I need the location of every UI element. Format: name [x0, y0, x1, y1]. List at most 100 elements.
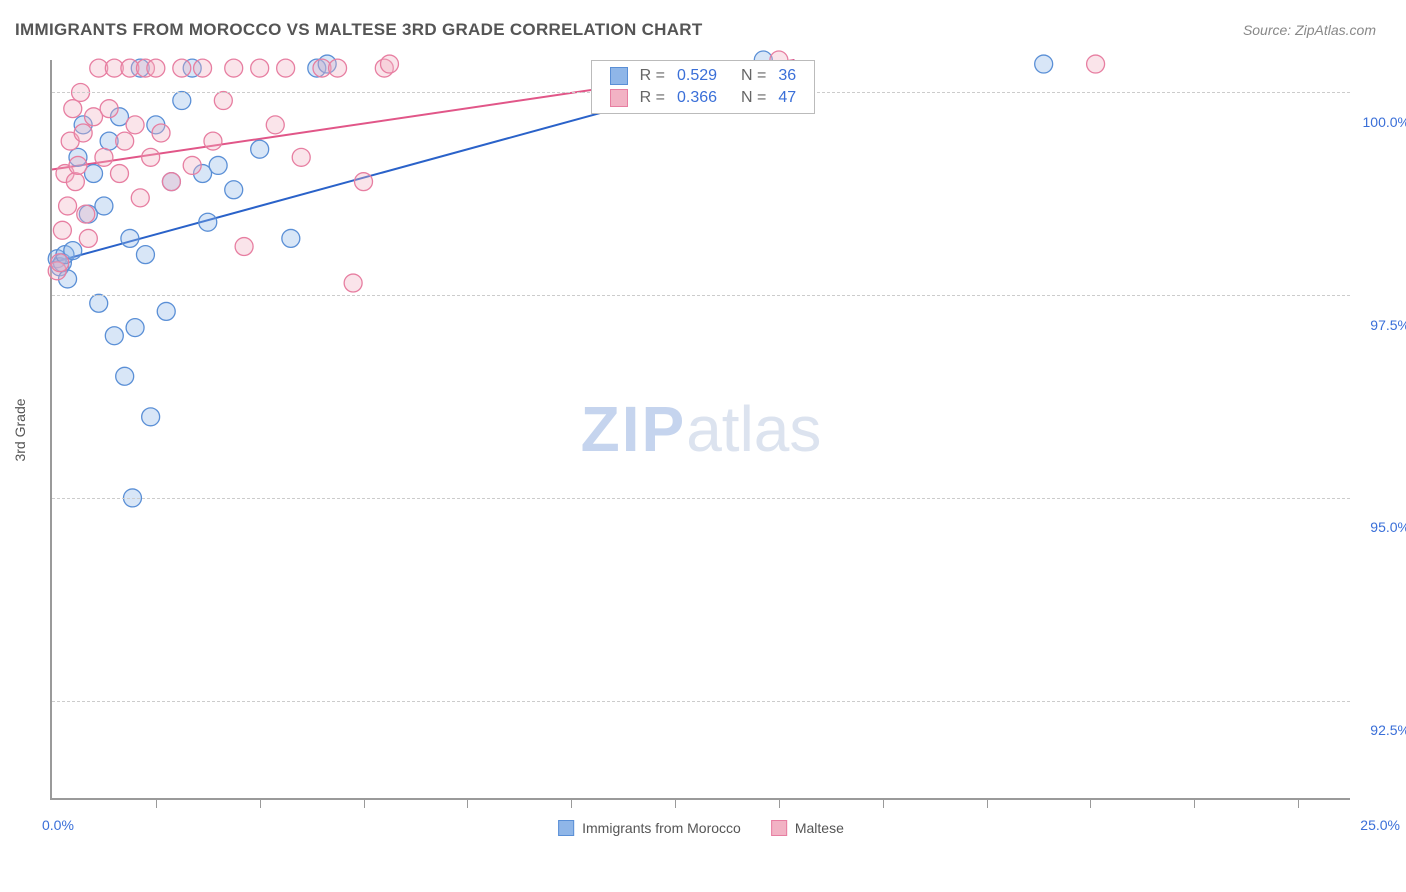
data-point — [74, 124, 92, 142]
data-point — [344, 274, 362, 292]
x-tick — [1090, 798, 1091, 808]
data-point — [355, 173, 373, 191]
data-point — [126, 116, 144, 134]
x-tick — [571, 798, 572, 808]
x-tick — [467, 798, 468, 808]
data-point — [225, 59, 243, 77]
legend-swatch-icon — [558, 820, 574, 836]
x-tick — [987, 798, 988, 808]
data-point — [53, 221, 71, 239]
data-point — [251, 140, 269, 158]
data-point — [292, 148, 310, 166]
y-tick-label: 95.0% — [1370, 519, 1406, 535]
x-tick — [260, 798, 261, 808]
data-point — [380, 55, 398, 73]
y-tick-label: 100.0% — [1363, 114, 1406, 130]
data-point — [209, 156, 227, 174]
data-point — [90, 294, 108, 312]
x-axis-min-label: 0.0% — [42, 817, 74, 833]
source-name: ZipAtlas.com — [1295, 22, 1376, 38]
data-point — [69, 156, 87, 174]
chart-title: IMMIGRANTS FROM MOROCCO VS MALTESE 3RD G… — [15, 20, 703, 40]
x-tick — [675, 798, 676, 808]
data-point — [251, 59, 269, 77]
data-point — [214, 92, 232, 110]
data-point — [111, 165, 129, 183]
data-point — [204, 132, 222, 150]
legend-item: Maltese — [771, 820, 844, 836]
data-point — [282, 229, 300, 247]
data-point — [77, 205, 95, 223]
data-point — [277, 59, 295, 77]
data-point — [59, 197, 77, 215]
gridline — [52, 295, 1350, 296]
data-point — [1035, 55, 1053, 73]
x-tick — [1298, 798, 1299, 808]
stats-swatch-icon — [610, 67, 628, 85]
data-point — [116, 132, 134, 150]
x-tick — [883, 798, 884, 808]
stats-row: R = 0.366 N = 47 — [610, 89, 797, 107]
stats-r-label: R = — [640, 89, 665, 107]
x-tick — [364, 798, 365, 808]
data-point — [194, 59, 212, 77]
scatter-svg — [52, 60, 1350, 798]
data-point — [266, 116, 284, 134]
data-point — [235, 238, 253, 256]
chart-legend: Immigrants from Morocco Maltese — [558, 820, 844, 836]
x-tick — [1194, 798, 1195, 808]
data-point — [147, 59, 165, 77]
gridline — [52, 498, 1350, 499]
y-tick-label: 92.5% — [1370, 722, 1406, 738]
y-tick-label: 97.5% — [1370, 317, 1406, 333]
data-point — [225, 181, 243, 199]
stats-n-label: N = — [741, 89, 766, 107]
chart-header: IMMIGRANTS FROM MOROCCO VS MALTESE 3RD G… — [0, 0, 1406, 50]
data-point — [142, 148, 160, 166]
data-point — [329, 59, 347, 77]
data-point — [121, 229, 139, 247]
x-axis-max-label: 25.0% — [1360, 817, 1400, 833]
chart-source: Source: ZipAtlas.com — [1243, 22, 1376, 38]
stats-r-value: 0.529 — [677, 67, 717, 85]
data-point — [1087, 55, 1105, 73]
x-tick — [156, 798, 157, 808]
data-point — [79, 229, 97, 247]
data-point — [162, 173, 180, 191]
chart-area: 3rd Grade ZIPatlas 100.0%97.5%95.0%92.5%… — [50, 60, 1350, 800]
y-axis-label: 3rd Grade — [12, 398, 28, 461]
stats-r-label: R = — [640, 67, 665, 85]
stats-n-value: 47 — [778, 89, 796, 107]
data-point — [95, 197, 113, 215]
legend-swatch-icon — [771, 820, 787, 836]
stats-row: R = 0.529 N = 36 — [610, 67, 797, 85]
data-point — [66, 173, 84, 191]
data-point — [173, 92, 191, 110]
data-point — [126, 319, 144, 337]
x-tick — [779, 798, 780, 808]
correlation-stats-box: R = 0.529 N = 36 R = 0.366 N = 47 — [591, 60, 816, 114]
data-point — [51, 254, 69, 272]
data-point — [152, 124, 170, 142]
stats-n-value: 36 — [778, 67, 796, 85]
data-point — [136, 246, 154, 264]
stats-swatch-icon — [610, 89, 628, 107]
data-point — [183, 156, 201, 174]
legend-label: Maltese — [795, 820, 844, 836]
data-point — [131, 189, 149, 207]
data-point — [100, 100, 118, 118]
data-point — [64, 100, 82, 118]
data-point — [105, 327, 123, 345]
stats-r-value: 0.366 — [677, 89, 717, 107]
source-prefix: Source: — [1243, 22, 1295, 38]
legend-label: Immigrants from Morocco — [582, 820, 741, 836]
data-point — [173, 59, 191, 77]
gridline — [52, 701, 1350, 702]
data-point — [116, 367, 134, 385]
data-point — [157, 302, 175, 320]
plot-region: ZIPatlas 100.0%97.5%95.0%92.5% R =0.529N… — [50, 60, 1350, 800]
data-point — [95, 148, 113, 166]
data-point — [199, 213, 217, 231]
data-point — [142, 408, 160, 426]
stats-n-label: N = — [741, 67, 766, 85]
